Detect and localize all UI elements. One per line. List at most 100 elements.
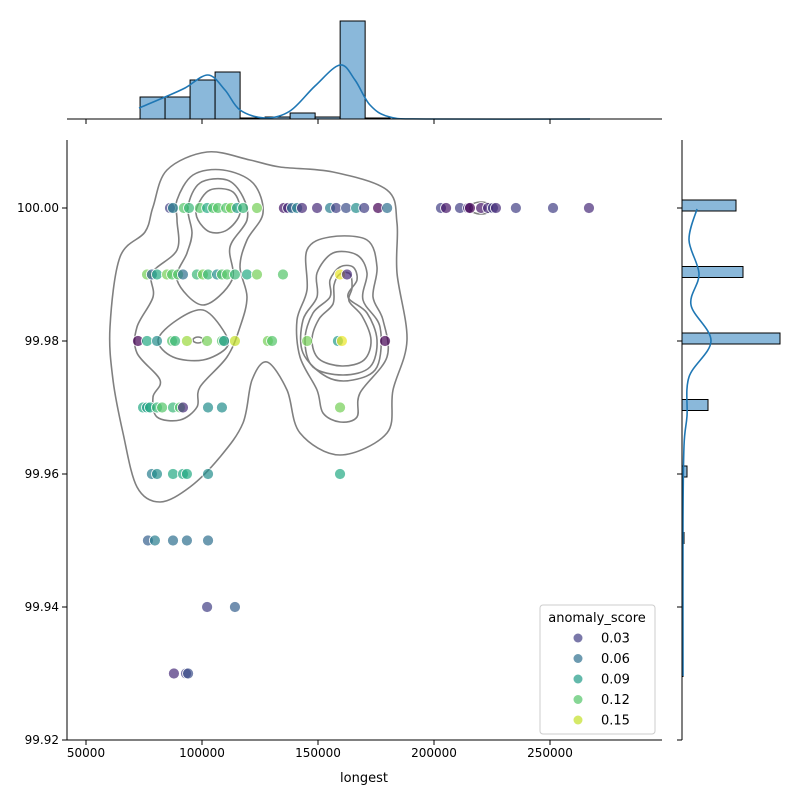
kde-contour-line xyxy=(195,187,241,234)
x-tick-label: 150000 xyxy=(295,746,341,760)
data-point xyxy=(151,335,163,347)
data-point xyxy=(202,534,214,547)
y-tick-label: 100.00 xyxy=(17,201,59,215)
kde-contour-line xyxy=(311,271,372,367)
data-point xyxy=(177,268,189,281)
data-point xyxy=(237,202,249,214)
data-point xyxy=(334,468,346,480)
data-point xyxy=(296,202,308,214)
legend-marker xyxy=(573,654,583,663)
data-point xyxy=(464,202,476,214)
data-point xyxy=(167,468,179,480)
data-point xyxy=(311,202,323,214)
x-tick-label: 250000 xyxy=(527,746,573,760)
data-point xyxy=(181,335,193,347)
data-point xyxy=(381,202,394,214)
y-kde-curve xyxy=(682,208,712,677)
data-point xyxy=(151,468,163,480)
data-point xyxy=(181,468,193,480)
kde-contour-line xyxy=(175,177,249,306)
kde-contour-line xyxy=(157,308,230,362)
x-hist-bar xyxy=(339,20,366,120)
data-point xyxy=(509,202,522,214)
kde-contour-line xyxy=(295,235,390,423)
data-point xyxy=(229,335,241,347)
x-tick-label: 100000 xyxy=(179,746,225,760)
legend-box xyxy=(539,604,656,735)
y-tick-label: 99.92 xyxy=(25,733,59,747)
x-axis-label: longest xyxy=(340,771,388,786)
data-point xyxy=(251,268,263,281)
y-hist-bar xyxy=(681,332,781,345)
y-ticks: 100.00 99.98 99.96 99.94 99.92 xyxy=(17,201,67,747)
data-point xyxy=(330,202,342,214)
data-point xyxy=(490,202,502,214)
x-hist-bar xyxy=(214,71,241,120)
x-hist-bar xyxy=(189,79,216,120)
legend-label: 0.03 xyxy=(601,632,630,647)
x-hist-bar xyxy=(139,96,166,120)
data-point xyxy=(583,202,595,214)
data-point xyxy=(218,335,230,347)
data-point xyxy=(141,335,153,347)
x-tick-label: 200000 xyxy=(411,746,457,760)
data-point xyxy=(168,667,180,680)
data-point xyxy=(169,335,181,347)
top-marginal-histogram xyxy=(67,20,662,124)
data-point xyxy=(216,401,228,414)
data-point xyxy=(149,534,161,547)
y-hist-bar xyxy=(681,399,709,411)
data-point xyxy=(358,202,371,214)
y-tick-label: 99.94 xyxy=(25,600,59,614)
x-ticks: 50000 100000 150000 200000 250000 xyxy=(67,740,573,760)
x-hist-bar xyxy=(289,112,316,120)
data-point xyxy=(201,335,214,347)
data-point xyxy=(277,268,289,281)
data-point xyxy=(177,401,189,414)
data-point xyxy=(266,335,278,347)
kde-contour-line xyxy=(133,168,264,422)
data-point xyxy=(341,268,353,281)
legend-title: anomaly_score xyxy=(548,611,646,626)
data-point xyxy=(229,601,241,613)
kde-contour-line xyxy=(299,250,383,382)
legend-label: 0.15 xyxy=(601,714,630,729)
x-tick-label: 50000 xyxy=(67,746,105,760)
data-point xyxy=(156,401,168,414)
data-point xyxy=(151,268,163,281)
data-point xyxy=(301,335,313,347)
x-hist-bar xyxy=(164,96,191,120)
y-hist-bar xyxy=(681,266,744,278)
data-point xyxy=(202,468,214,480)
x-kde-curve xyxy=(138,64,591,120)
data-point xyxy=(379,335,391,347)
data-point xyxy=(183,202,195,214)
legend-marker xyxy=(573,674,583,684)
data-point xyxy=(340,202,352,214)
data-point xyxy=(241,268,253,281)
data-point xyxy=(182,667,194,680)
data-point xyxy=(335,335,348,347)
data-point xyxy=(547,202,559,214)
data-point xyxy=(181,534,193,547)
y-hist-bar xyxy=(681,199,737,212)
legend-label: 0.06 xyxy=(601,652,630,667)
kde-contour-line xyxy=(108,150,408,503)
data-point xyxy=(440,202,452,214)
data-point xyxy=(201,601,214,613)
legend-marker xyxy=(573,715,583,725)
data-point xyxy=(251,202,263,214)
y-tick-label: 99.98 xyxy=(25,334,59,348)
legend-marker xyxy=(573,695,583,704)
data-point xyxy=(334,401,346,414)
kde-contours xyxy=(108,150,493,503)
legend: anomaly_score 0.03 0.06 0.09 0.12 0.15 xyxy=(539,604,656,735)
y-tick-label: 99.96 xyxy=(25,467,59,481)
scatter-points xyxy=(132,202,595,680)
legend-label: 0.12 xyxy=(601,693,630,708)
legend-label: 0.09 xyxy=(601,673,630,688)
data-point xyxy=(167,202,179,214)
legend-marker xyxy=(573,633,583,643)
data-point xyxy=(202,401,214,414)
